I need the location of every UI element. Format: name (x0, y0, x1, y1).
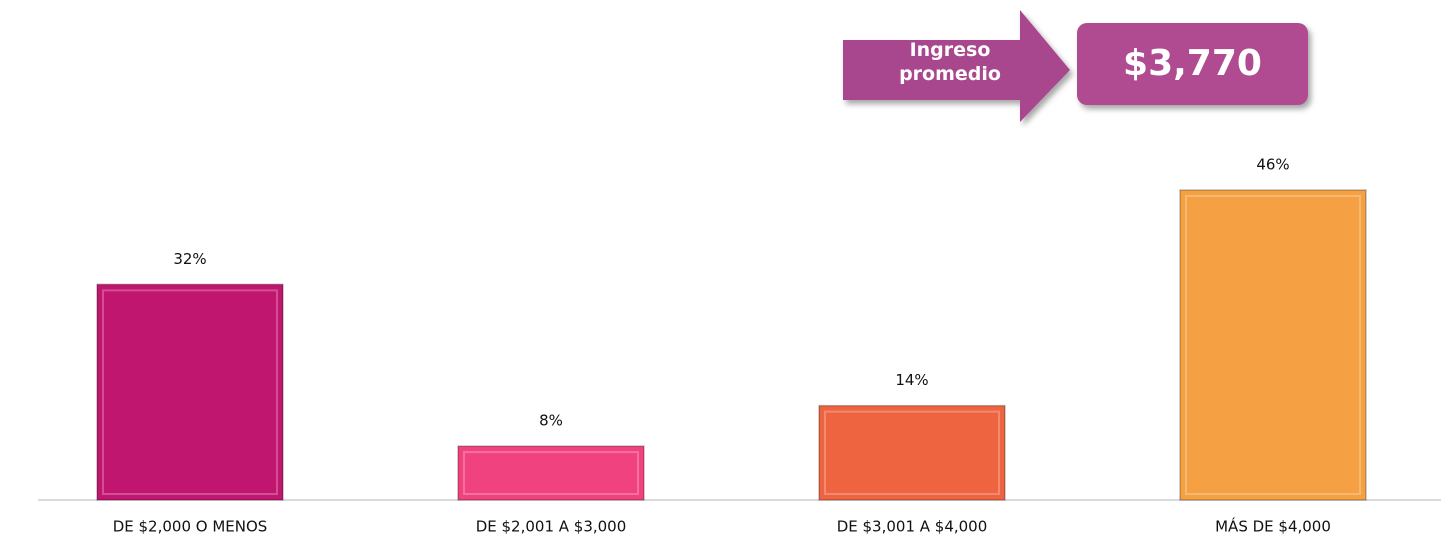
x-tick-label: DE $2,001 A $3,000 (476, 518, 627, 536)
annotation-arrow (843, 10, 1070, 122)
x-tick-label: DE $3,001 A $4,000 (837, 518, 988, 536)
annotation-label: Ingreso promedio (899, 39, 1001, 85)
x-tick-label: DE $2,000 O MENOS (113, 518, 268, 536)
annotation-value: $3,770 (1123, 43, 1262, 84)
annotation-box (1077, 23, 1308, 105)
bar-bevel (102, 289, 278, 496)
bar (818, 404, 1006, 501)
x-tick-label: MÁS DE $4,000 (1215, 517, 1331, 536)
data-label: 46% (1256, 156, 1289, 174)
bar (96, 283, 284, 501)
bar (457, 445, 645, 501)
bar-bevel (1185, 195, 1361, 495)
data-label: 32% (173, 250, 206, 268)
data-label: 14% (895, 371, 928, 389)
bar-bevel (824, 410, 1000, 495)
bar-bevel (463, 451, 639, 495)
bar (1179, 189, 1367, 501)
data-label: 8% (539, 412, 563, 430)
